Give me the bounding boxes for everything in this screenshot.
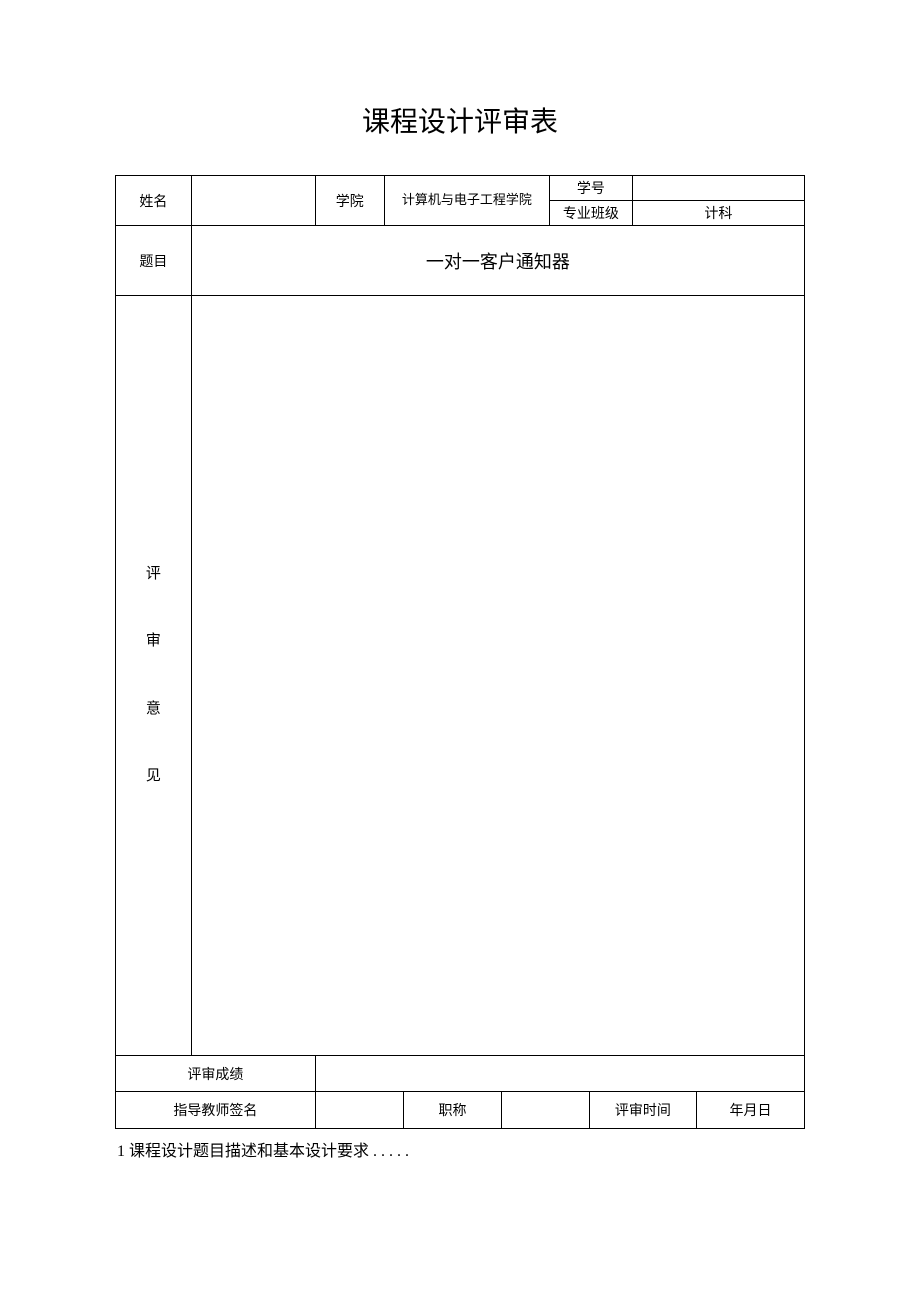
topic-label: 题目 xyxy=(116,226,192,296)
topic-value: 一对一客户通知器 xyxy=(191,226,804,296)
review-time-label: 评审时间 xyxy=(589,1092,696,1128)
teacher-signature-value xyxy=(316,1092,404,1128)
class-label: 专业班级 xyxy=(550,201,633,226)
review-date-value: 年月日 xyxy=(697,1092,804,1128)
name-label: 姓名 xyxy=(116,176,192,226)
review-char-1: 评 xyxy=(146,566,161,582)
review-opinion-value xyxy=(191,296,804,1056)
grade-label: 评审成绩 xyxy=(116,1056,316,1092)
review-char-4: 见 xyxy=(146,768,161,784)
name-value xyxy=(191,176,315,226)
review-char-3: 意 xyxy=(146,701,161,717)
page-title: 课程设计评审表 xyxy=(115,100,805,140)
class-value: 计科 xyxy=(632,201,804,226)
review-char-2: 审 xyxy=(146,633,161,649)
student-id-value xyxy=(632,176,804,201)
teacher-signature-label: 指导教师签名 xyxy=(116,1092,316,1129)
job-title-value xyxy=(501,1092,589,1128)
review-opinion-label: 评审意见 xyxy=(116,296,192,1056)
review-form-table: 姓名 学院 计算机与电子工程学院 学号 专业班级 计科 题目 一对一客户通知器 … xyxy=(115,175,805,1129)
job-title-label: 职称 xyxy=(404,1092,502,1128)
college-value: 计算机与电子工程学院 xyxy=(384,176,549,226)
college-label: 学院 xyxy=(315,176,384,226)
footer-text: 1 课程设计题目描述和基本设计要求 . . . . . xyxy=(115,1137,805,1161)
student-id-label: 学号 xyxy=(550,176,633,201)
grade-value xyxy=(315,1056,804,1092)
